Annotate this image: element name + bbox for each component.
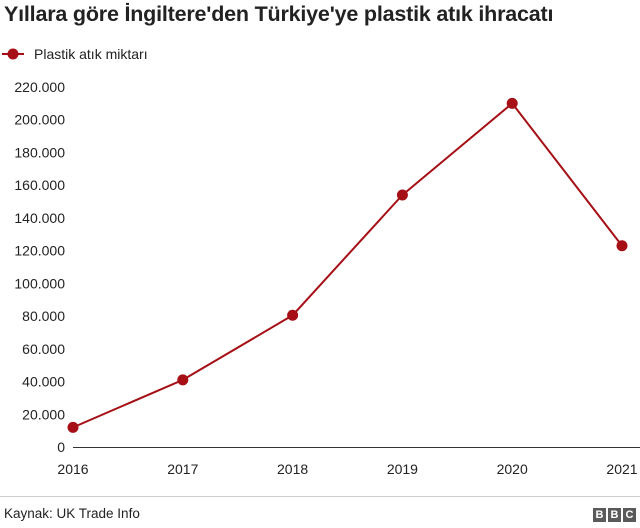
legend-label: Plastik atık miktarı bbox=[34, 46, 148, 62]
y-tick-label: 180.000 bbox=[14, 144, 65, 160]
y-tick-label: 220.000 bbox=[14, 79, 65, 95]
x-tick-label: 2017 bbox=[167, 461, 198, 477]
y-tick-label: 20.000 bbox=[22, 406, 65, 422]
data-point bbox=[67, 421, 79, 433]
y-tick-label: 0 bbox=[57, 439, 65, 455]
x-tick-label: 2016 bbox=[57, 461, 88, 477]
series-line bbox=[72, 102, 623, 429]
source-text: Kaynak: UK Trade Info bbox=[4, 506, 140, 521]
x-tick-label: 2020 bbox=[497, 461, 528, 477]
data-point bbox=[177, 374, 189, 386]
data-point bbox=[287, 309, 299, 321]
data-point bbox=[396, 189, 408, 201]
legend: Plastik atık miktarı bbox=[2, 44, 148, 64]
legend-swatch bbox=[2, 44, 32, 64]
bbc-logo-letter: C bbox=[623, 508, 636, 522]
footer-divider bbox=[0, 496, 640, 497]
x-tick-label: 2018 bbox=[277, 461, 308, 477]
line-chart: 0 20.000 40.000 60.000 80.000 100.000 120.000 1… bbox=[14, 79, 640, 477]
y-tick-label: 120.000 bbox=[14, 243, 65, 259]
x-tick-label: 2021 bbox=[606, 461, 637, 477]
y-tick-label: 100.000 bbox=[14, 275, 65, 291]
bbc-logo-letter: B bbox=[593, 508, 606, 522]
bbc-logo-letter: B bbox=[608, 508, 621, 522]
chart-title: Yıllara göre İngiltere'den Türkiye'ye pl… bbox=[4, 2, 554, 26]
data-point bbox=[616, 240, 628, 252]
legend-marker-icon bbox=[2, 48, 24, 60]
y-tick-label: 60.000 bbox=[22, 341, 65, 357]
bbc-logo: B B C bbox=[593, 508, 636, 522]
y-tick-label: 40.000 bbox=[22, 374, 65, 390]
y-tick-label: 200.000 bbox=[14, 112, 65, 128]
y-tick-label: 80.000 bbox=[22, 308, 65, 324]
x-tick-label: 2019 bbox=[387, 461, 418, 477]
y-tick-label: 140.000 bbox=[14, 210, 65, 226]
data-point bbox=[506, 97, 518, 109]
y-tick-label: 160.000 bbox=[14, 177, 65, 193]
